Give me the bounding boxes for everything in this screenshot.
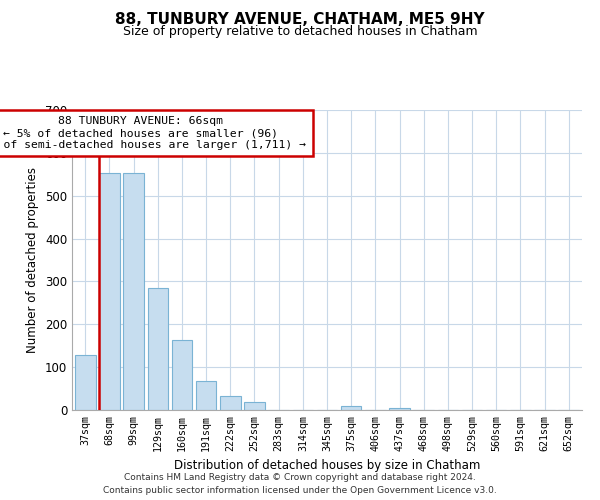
Text: Contains public sector information licensed under the Open Government Licence v3: Contains public sector information licen… <box>103 486 497 495</box>
Bar <box>172 340 192 410</box>
Bar <box>124 172 144 410</box>
Bar <box>196 381 217 410</box>
Y-axis label: Number of detached properties: Number of detached properties <box>26 167 40 353</box>
Bar <box>99 172 120 410</box>
Bar <box>220 396 241 410</box>
Bar <box>148 288 168 410</box>
Text: 88, TUNBURY AVENUE, CHATHAM, ME5 9HY: 88, TUNBURY AVENUE, CHATHAM, ME5 9HY <box>115 12 485 28</box>
Text: Size of property relative to detached houses in Chatham: Size of property relative to detached ho… <box>122 25 478 38</box>
X-axis label: Distribution of detached houses by size in Chatham: Distribution of detached houses by size … <box>174 459 480 472</box>
Text: Contains HM Land Registry data © Crown copyright and database right 2024.: Contains HM Land Registry data © Crown c… <box>124 474 476 482</box>
Text: 88 TUNBURY AVENUE: 66sqm
← 5% of detached houses are smaller (96)
94% of semi-de: 88 TUNBURY AVENUE: 66sqm ← 5% of detache… <box>0 116 306 150</box>
Bar <box>341 406 361 410</box>
Bar <box>75 355 95 410</box>
Bar <box>244 402 265 410</box>
Bar <box>389 408 410 410</box>
